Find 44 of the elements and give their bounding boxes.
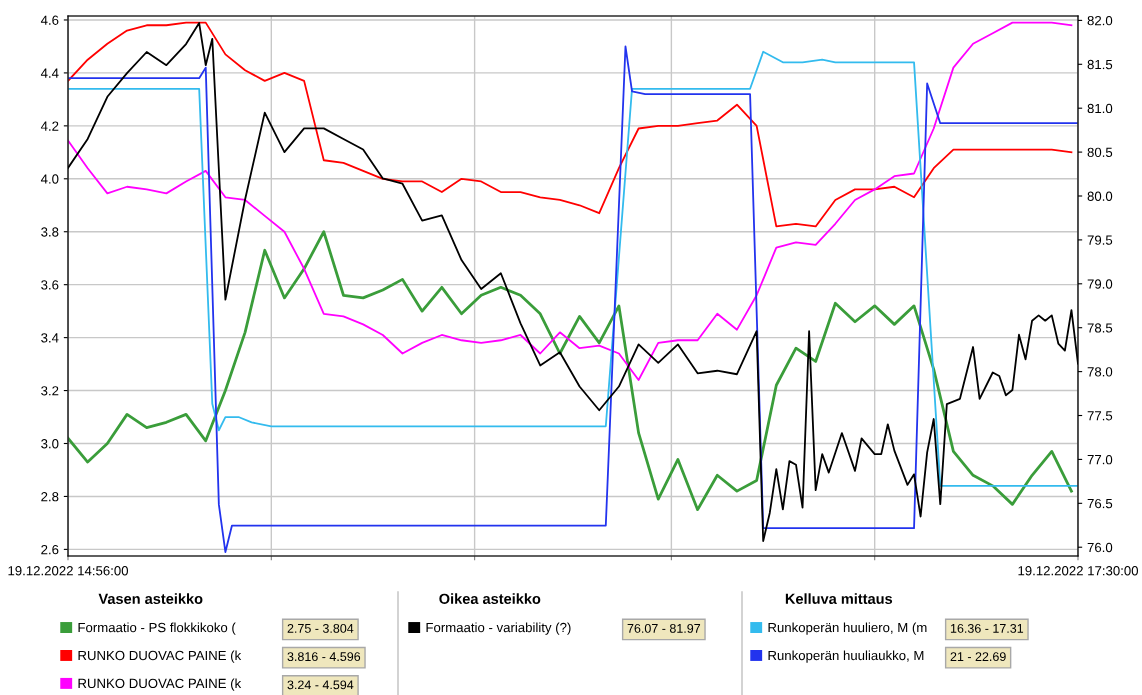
- y-tick-label: 4.6: [40, 15, 59, 25]
- y2-tick-label: 78.5: [1087, 323, 1113, 333]
- y-tick-label: 3.6: [41, 280, 59, 290]
- line-series: [68, 21, 1073, 381]
- text: 76.07 - 81.97: [627, 623, 701, 633]
- y2-tick-label: 79.5: [1087, 235, 1113, 245]
- y-tick-label: 3.2: [41, 386, 59, 396]
- text: 16.36 - 17.31: [950, 623, 1024, 633]
- y2-tick-label: 77.0: [1087, 454, 1113, 465]
- y2-tick-label: 81.0: [1087, 103, 1113, 114]
- legend-label: RUNKO DUOVAC PAINE (k: [78, 650, 242, 663]
- y2-tick-label: 78.0: [1087, 367, 1113, 377]
- y-tick-label: 3.8: [41, 227, 59, 237]
- text: 3.816 - 4.596: [287, 652, 361, 662]
- y-tick-label: 4.4: [40, 68, 59, 78]
- y2-tick-label: 80.5: [1087, 147, 1113, 158]
- text: Oikea asteikko: [439, 593, 541, 604]
- legend-label: Formaatio - PS flokkikoko (: [78, 622, 236, 635]
- y-tick-label: 2.6: [41, 544, 59, 555]
- legend-label: RUNKO DUOVAC PAINE (k: [78, 678, 242, 691]
- y-tick-label: 4.0: [40, 174, 59, 184]
- y2-tick-label: 77.5: [1087, 411, 1113, 421]
- text: Kelluva mittaus: [785, 593, 893, 604]
- y2-tick-label: 82.0: [1087, 15, 1113, 26]
- y-tick-label: 4.2: [40, 121, 59, 131]
- y-tick-label: 3.4: [41, 333, 59, 343]
- y2-tick-label: 80.0: [1087, 191, 1113, 201]
- y2-tick-label: 76.0: [1087, 542, 1113, 553]
- text: Vasen asteikko: [98, 593, 203, 604]
- legend-label: Runkoperän huuliaukko, M: [768, 650, 924, 663]
- y2-tick-label: 76.5: [1087, 498, 1113, 509]
- legend-label: Formaatio - variability (?): [426, 622, 571, 635]
- text: 2.75 - 3.804: [287, 623, 354, 633]
- legend-label: Runkoperän huuliero, M (m: [768, 622, 927, 635]
- x-tick-label: 19.12.2022 14:56:00: [8, 566, 129, 576]
- text: 3.24 - 4.594: [287, 680, 354, 690]
- y2-tick-label: 79.0: [1087, 279, 1113, 289]
- line-series: [68, 21, 1073, 228]
- y-tick-label: 2.8: [41, 492, 59, 502]
- y-tick-label: 3.0: [41, 439, 59, 449]
- text: 21 - 22.69: [950, 652, 1006, 662]
- line-series: [68, 230, 1073, 512]
- y2-tick-label: 81.5: [1087, 59, 1113, 70]
- x-tick-label: 19.12.2022 17:30:00: [1018, 566, 1139, 576]
